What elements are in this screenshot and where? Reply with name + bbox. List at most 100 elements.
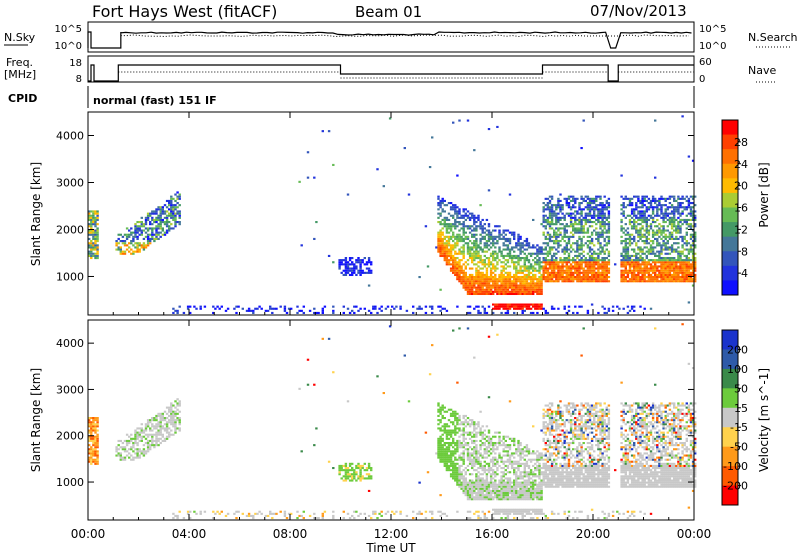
power-cell — [668, 233, 672, 236]
power-cell — [468, 225, 472, 228]
velocity-cell — [475, 454, 478, 457]
power-cell — [462, 250, 465, 253]
power-cell — [477, 225, 480, 228]
velocity-cell — [445, 429, 449, 432]
velocity-cell — [88, 439, 91, 442]
power-cell — [607, 223, 611, 226]
velocity-cell — [449, 442, 453, 445]
velocity-cell — [140, 423, 143, 426]
power-cell — [666, 271, 669, 274]
power-cell — [599, 265, 602, 268]
power-cell — [506, 278, 510, 281]
power-cell — [563, 197, 566, 200]
power-cell — [439, 250, 442, 253]
velocity-cell — [481, 431, 484, 434]
power-cell — [578, 254, 581, 258]
velocity-cell — [96, 421, 99, 424]
power-cell — [510, 259, 514, 262]
power-cell — [542, 206, 545, 209]
velocity-cell — [144, 423, 148, 426]
power-cell — [641, 225, 644, 228]
power-cell — [574, 259, 577, 262]
velocity-cell — [170, 417, 173, 420]
power-cell — [607, 212, 611, 215]
power-cell — [641, 269, 644, 272]
velocity-cell — [477, 481, 480, 484]
velocity-cell — [441, 446, 444, 449]
power-cell — [460, 265, 463, 268]
velocity-cell — [481, 479, 484, 482]
power-cell — [633, 305, 636, 308]
power-cell — [557, 250, 560, 253]
power-cell — [529, 280, 533, 283]
power-cell — [538, 271, 541, 274]
power-cell — [471, 284, 474, 287]
power-cell — [582, 250, 585, 253]
power-cell — [88, 250, 91, 253]
power-cell — [447, 244, 451, 247]
power-cell — [572, 242, 575, 245]
power-cell — [393, 307, 396, 310]
power-cell — [142, 242, 146, 245]
power-cell — [689, 225, 693, 228]
velocity-cell — [447, 444, 451, 447]
power-cell — [146, 237, 150, 241]
power-cell — [572, 248, 575, 251]
power-cell — [576, 212, 579, 215]
power-cell — [161, 210, 164, 213]
power-cell — [475, 282, 478, 285]
power-cell — [527, 246, 531, 249]
velocity-cell — [340, 464, 343, 467]
power-cell — [306, 151, 310, 154]
power-cell — [673, 273, 676, 277]
power-cell — [416, 307, 419, 310]
power-cell — [498, 290, 501, 293]
power-cell — [468, 273, 472, 277]
power-cell — [597, 242, 600, 245]
power-cell — [546, 218, 550, 222]
power-cell — [654, 176, 657, 179]
power-cell — [557, 240, 560, 243]
power-cell — [633, 259, 636, 262]
power-cell — [494, 288, 497, 291]
power-cell — [519, 237, 522, 241]
power-cell — [550, 305, 554, 308]
power-cell — [626, 250, 630, 253]
power-cell — [666, 208, 669, 211]
power-cell — [344, 269, 348, 272]
velocity-cell — [144, 450, 148, 453]
power-cell — [586, 212, 590, 215]
power-cell — [548, 265, 552, 268]
velocity-cell — [458, 477, 461, 480]
power-cell — [670, 204, 674, 207]
power-cell — [548, 259, 552, 262]
power-cell — [643, 261, 646, 264]
power-cell — [691, 284, 695, 287]
power-cell — [302, 311, 305, 315]
velocity-cell — [454, 410, 457, 413]
power-cell — [90, 244, 93, 247]
power-cell — [515, 305, 518, 308]
power-cell — [365, 267, 369, 270]
power-cell — [178, 216, 181, 219]
power-cell — [458, 212, 461, 215]
power-cell — [658, 261, 661, 264]
power-cell — [483, 284, 486, 287]
power-cell — [487, 261, 491, 264]
velocity-cell — [115, 448, 118, 451]
power-cell — [656, 237, 659, 241]
power-cell — [559, 276, 562, 279]
velocity-cell — [132, 446, 135, 449]
velocity-cell — [128, 435, 131, 438]
power-cell — [630, 204, 634, 207]
power-cell — [656, 210, 659, 213]
power-cell — [123, 250, 127, 253]
power-cell — [607, 250, 611, 253]
power-cell — [548, 235, 552, 238]
velocity-cell — [321, 514, 324, 517]
power-cell — [603, 231, 606, 234]
power-cell — [694, 259, 697, 262]
power-cell — [580, 147, 583, 150]
power-cell — [92, 214, 95, 217]
velocity-cell — [449, 475, 453, 478]
